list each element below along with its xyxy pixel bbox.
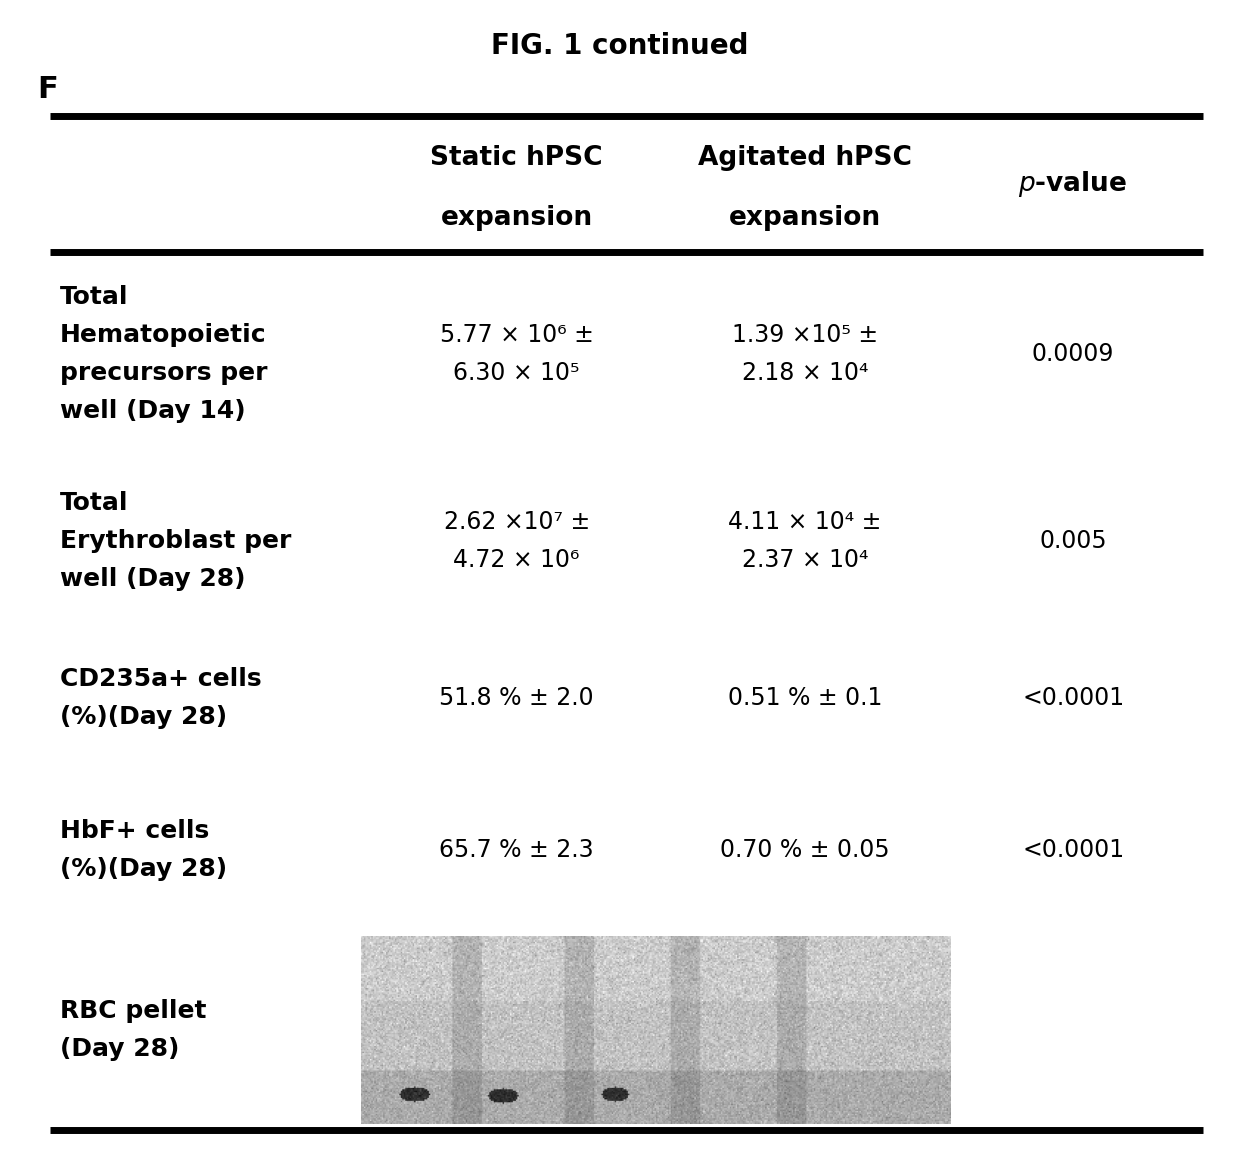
- Text: 2.18 × 10⁴: 2.18 × 10⁴: [742, 362, 868, 385]
- Text: (%)(Day 28): (%)(Day 28): [60, 706, 227, 729]
- Text: 1.39 ×10⁵ ±: 1.39 ×10⁵ ±: [732, 323, 878, 346]
- Text: 65.7 % ± 2.3: 65.7 % ± 2.3: [439, 839, 594, 863]
- Text: 51.8 % ± 2.0: 51.8 % ± 2.0: [439, 686, 594, 710]
- Text: well (Day 14): well (Day 14): [60, 400, 246, 423]
- Text: (Day 28): (Day 28): [60, 1037, 179, 1061]
- Text: F: F: [37, 75, 58, 104]
- Text: 6.30 × 10⁵: 6.30 × 10⁵: [454, 362, 580, 385]
- Text: 0.005: 0.005: [1039, 529, 1107, 553]
- Text: Agitated hPSC: Agitated hPSC: [698, 146, 911, 171]
- Text: $\it{p}$-value: $\it{p}$-value: [1018, 169, 1127, 199]
- Text: 4.72 × 10⁶: 4.72 × 10⁶: [454, 549, 580, 572]
- Text: 0.51 % ± 0.1: 0.51 % ± 0.1: [728, 686, 882, 710]
- Text: CD235a+ cells: CD235a+ cells: [60, 668, 262, 691]
- Text: well (Day 28): well (Day 28): [60, 567, 246, 591]
- Text: expansion: expansion: [729, 206, 880, 231]
- Text: Total: Total: [60, 285, 128, 308]
- Text: expansion: expansion: [440, 206, 593, 231]
- Text: 4.11 × 10⁴ ±: 4.11 × 10⁴ ±: [728, 511, 882, 534]
- Text: HbF+ cells: HbF+ cells: [60, 819, 208, 843]
- Text: 0.0009: 0.0009: [1032, 342, 1115, 366]
- Text: <0.0001: <0.0001: [1022, 839, 1125, 863]
- Text: Erythroblast per: Erythroblast per: [60, 529, 291, 553]
- Text: 2.37 × 10⁴: 2.37 × 10⁴: [742, 549, 868, 572]
- Text: Static hPSC: Static hPSC: [430, 146, 603, 171]
- Text: 2.62 ×10⁷ ±: 2.62 ×10⁷ ±: [444, 511, 590, 534]
- Text: (%)(Day 28): (%)(Day 28): [60, 857, 227, 881]
- Text: precursors per: precursors per: [60, 362, 267, 385]
- Text: RBC pellet: RBC pellet: [60, 999, 206, 1023]
- Text: Total: Total: [60, 491, 128, 515]
- Text: 0.70 % ± 0.05: 0.70 % ± 0.05: [720, 839, 890, 863]
- Text: Hematopoietic: Hematopoietic: [60, 323, 267, 346]
- Text: FIG. 1 continued: FIG. 1 continued: [491, 32, 749, 60]
- Text: <0.0001: <0.0001: [1022, 686, 1125, 710]
- Text: 5.77 × 10⁶ ±: 5.77 × 10⁶ ±: [440, 323, 594, 346]
